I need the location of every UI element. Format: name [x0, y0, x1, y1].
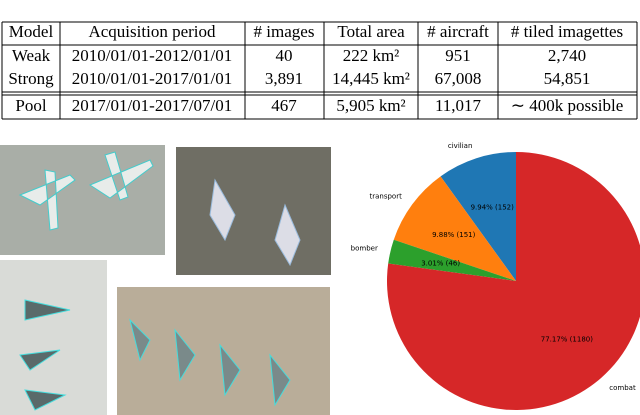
header-cell: Model — [9, 22, 54, 41]
image — [176, 147, 331, 275]
pie-slice — [393, 176, 516, 281]
plane-icon — [209, 178, 236, 242]
pie-slice — [388, 239, 516, 281]
table-cell: 222 km² — [343, 46, 400, 65]
plane-icon — [19, 299, 71, 411]
header-cell: # tiled imagettes — [511, 22, 623, 41]
table-cell: 11,017 — [435, 96, 482, 115]
slice-label: bomber — [351, 245, 378, 253]
plane-icon — [18, 169, 76, 231]
header-cell: Total area — [337, 22, 405, 41]
plane-icon — [129, 318, 291, 407]
table-cell: 2010/01/01-2017/01/01 — [72, 69, 233, 88]
table-cell: ∼ 400k possible — [511, 96, 623, 115]
table-cell: 67,008 — [435, 69, 482, 88]
image — [0, 260, 107, 415]
table-cell: 40 — [276, 46, 293, 65]
plane-icon — [88, 151, 154, 201]
plane-icon — [274, 203, 301, 267]
table-cell: 3,891 — [265, 69, 303, 88]
table-cell: 951 — [445, 46, 471, 65]
value-label: 9.88% (151) — [432, 231, 476, 239]
value-label: 3.01% (46) — [421, 259, 460, 267]
aircraft-images — [0, 145, 331, 415]
table-cell: 54,851 — [544, 69, 591, 88]
table-cell: 2017/01/01-2017/07/01 — [72, 96, 233, 115]
table-cell: 2,740 — [548, 46, 586, 65]
table-cell: Strong — [8, 69, 54, 88]
table: Model Acquisition period # images Total are… — [1, 21, 638, 120]
header-cell: Acquisition period — [88, 22, 216, 41]
table-cell: 2010/01/01-2012/01/01 — [72, 46, 233, 65]
slice-label: civilian — [448, 142, 473, 150]
value-label: 77.17% (1180) — [541, 335, 593, 343]
header-cell: # images — [254, 22, 315, 41]
pie-slice — [440, 152, 516, 281]
header-cell: # aircraft — [427, 22, 489, 41]
pie-chart: civilian 9.94% (152) transport 9.88% (151) b… — [351, 142, 640, 410]
table-cell: 5,905 km² — [336, 96, 405, 115]
image — [0, 145, 165, 255]
table-cell: Weak — [12, 46, 51, 65]
value-label: 9.94% (152) — [471, 203, 515, 211]
table-cell: 14,445 km² — [332, 69, 410, 88]
slice-label: transport — [369, 193, 402, 201]
table-cell: Pool — [15, 96, 46, 115]
table-cell: 467 — [271, 96, 297, 115]
pie-slice — [387, 152, 640, 410]
slice-label: combat — [609, 384, 636, 392]
